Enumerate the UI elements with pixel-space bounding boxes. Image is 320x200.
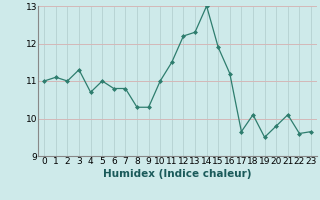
X-axis label: Humidex (Indice chaleur): Humidex (Indice chaleur) — [103, 169, 252, 179]
